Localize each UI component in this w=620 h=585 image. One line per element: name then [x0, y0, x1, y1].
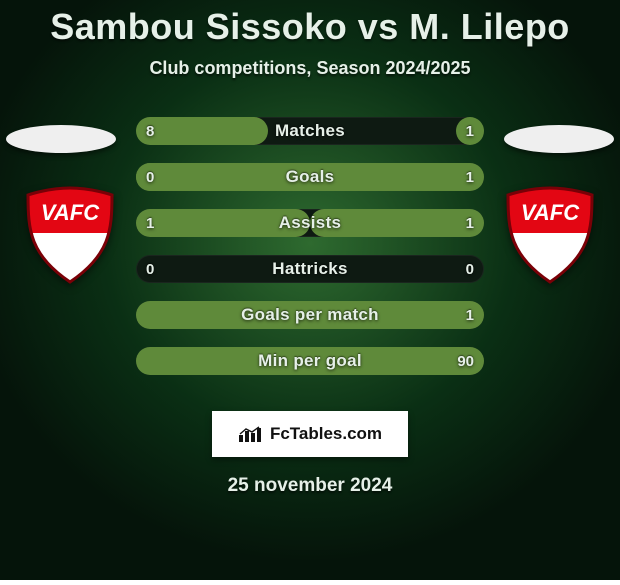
- stat-value-right: 1: [434, 209, 474, 237]
- stat-value-right: 0: [434, 255, 474, 283]
- country-flag-left: [6, 125, 116, 153]
- stat-value-right: 1: [434, 117, 474, 145]
- card: Sambou Sissoko vs M. Lilepo Club competi…: [0, 0, 620, 580]
- stat-value-right: 1: [434, 163, 474, 191]
- stat-value-left: 8: [146, 117, 186, 145]
- branding-icon: [238, 425, 264, 443]
- stat-fill-right: [136, 301, 484, 329]
- stat-row: 11Assists: [136, 209, 484, 237]
- stat-value-left: 1: [146, 209, 186, 237]
- stat-track: [136, 255, 484, 283]
- stat-row: 90Min per goal: [136, 347, 484, 375]
- stat-value-left: [146, 301, 186, 329]
- stat-value-left: [146, 347, 186, 375]
- branding-badge: FcTables.com: [212, 411, 408, 457]
- svg-text:VAFC: VAFC: [41, 200, 100, 225]
- stat-fill-right: [136, 163, 484, 191]
- stat-value-left: 0: [146, 255, 186, 283]
- stat-bars: 81Matches01Goals11Assists00Hattricks1Goa…: [136, 117, 484, 393]
- country-flag-right: [504, 125, 614, 153]
- stat-row: 1Goals per match: [136, 301, 484, 329]
- page-title: Sambou Sissoko vs M. Lilepo: [0, 0, 620, 48]
- date-label: 25 november 2024: [0, 475, 620, 497]
- subtitle: Club competitions, Season 2024/2025: [0, 58, 620, 79]
- club-badge-right: VAFC: [500, 185, 600, 285]
- stat-value-right: 90: [434, 347, 474, 375]
- comparison-area: VAFC VAFC 81Matches01Goals11Assists00Hat…: [0, 107, 620, 397]
- club-badge-left: VAFC: [20, 185, 120, 285]
- stat-row: 01Goals: [136, 163, 484, 191]
- stat-value-right: 1: [434, 301, 474, 329]
- stat-row: 81Matches: [136, 117, 484, 145]
- stat-value-left: 0: [146, 163, 186, 191]
- stat-row: 00Hattricks: [136, 255, 484, 283]
- svg-text:VAFC: VAFC: [521, 200, 580, 225]
- branding-text: FcTables.com: [270, 424, 382, 444]
- stat-fill-right: [136, 347, 484, 375]
